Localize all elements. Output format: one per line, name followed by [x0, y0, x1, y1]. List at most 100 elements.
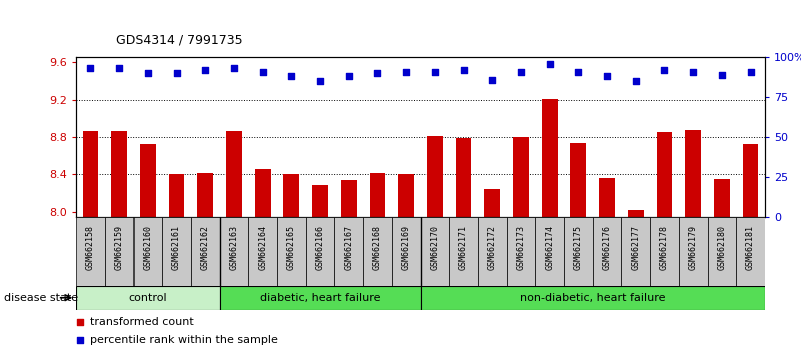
- Point: [285, 74, 298, 79]
- Text: GSM662171: GSM662171: [459, 225, 468, 270]
- Bar: [628, 210, 644, 217]
- Bar: [341, 180, 356, 217]
- Bar: [392, 217, 421, 286]
- Bar: [485, 189, 500, 217]
- Text: diabetic, heart failure: diabetic, heart failure: [260, 293, 380, 303]
- Bar: [714, 179, 730, 217]
- Bar: [284, 173, 300, 217]
- Point: [486, 77, 499, 82]
- Text: GSM662159: GSM662159: [115, 225, 123, 270]
- Point: [113, 65, 126, 71]
- Bar: [248, 217, 277, 286]
- Bar: [535, 217, 564, 286]
- Text: GSM662166: GSM662166: [316, 225, 324, 270]
- Bar: [478, 217, 506, 286]
- Bar: [83, 131, 99, 217]
- Point: [658, 67, 671, 73]
- Bar: [599, 178, 615, 217]
- Bar: [219, 286, 421, 310]
- Point: [142, 70, 155, 76]
- Bar: [743, 144, 759, 217]
- Text: GSM662164: GSM662164: [258, 225, 268, 270]
- Bar: [105, 217, 134, 286]
- Point: [601, 74, 614, 79]
- Bar: [686, 130, 701, 217]
- Bar: [111, 131, 127, 217]
- Text: GSM662172: GSM662172: [488, 225, 497, 270]
- Bar: [226, 131, 242, 217]
- Bar: [570, 143, 586, 217]
- Point: [371, 70, 384, 76]
- Bar: [191, 217, 219, 286]
- Point: [572, 69, 585, 74]
- Bar: [162, 217, 191, 286]
- Bar: [363, 217, 392, 286]
- Point: [514, 69, 527, 74]
- Bar: [513, 137, 529, 217]
- Bar: [134, 217, 162, 286]
- Text: GSM662170: GSM662170: [430, 225, 440, 270]
- Text: GSM662175: GSM662175: [574, 225, 583, 270]
- Bar: [506, 217, 535, 286]
- Text: GSM662168: GSM662168: [373, 225, 382, 270]
- Text: GSM662163: GSM662163: [229, 225, 239, 270]
- Point: [543, 61, 556, 67]
- Text: GSM662173: GSM662173: [517, 225, 525, 270]
- Bar: [449, 217, 478, 286]
- Point: [227, 65, 240, 71]
- Text: GSM662181: GSM662181: [746, 225, 755, 270]
- Text: GSM662162: GSM662162: [201, 225, 210, 270]
- Bar: [306, 217, 334, 286]
- Bar: [140, 144, 155, 217]
- Bar: [312, 185, 328, 217]
- Text: GSM662169: GSM662169: [401, 225, 411, 270]
- Bar: [593, 217, 622, 286]
- Bar: [255, 169, 271, 217]
- Text: GSM662180: GSM662180: [718, 225, 727, 270]
- Text: disease state: disease state: [4, 293, 78, 303]
- Text: GSM662174: GSM662174: [545, 225, 554, 270]
- Point: [73, 337, 86, 343]
- Point: [342, 74, 355, 79]
- Bar: [76, 217, 105, 286]
- Bar: [650, 217, 678, 286]
- Bar: [197, 173, 213, 217]
- Bar: [369, 173, 385, 217]
- Point: [84, 65, 97, 71]
- Point: [686, 69, 699, 74]
- Text: GSM662178: GSM662178: [660, 225, 669, 270]
- Point: [256, 69, 269, 74]
- Text: GSM662167: GSM662167: [344, 225, 353, 270]
- Bar: [707, 217, 736, 286]
- Text: GSM662177: GSM662177: [631, 225, 640, 270]
- Bar: [657, 132, 672, 217]
- Point: [199, 67, 211, 73]
- Text: GDS4314 / 7991735: GDS4314 / 7991735: [116, 34, 243, 47]
- Text: GSM662176: GSM662176: [602, 225, 612, 270]
- Point: [457, 67, 470, 73]
- Point: [715, 72, 728, 78]
- Bar: [678, 217, 707, 286]
- Bar: [421, 217, 449, 286]
- Bar: [421, 286, 765, 310]
- Text: GSM662165: GSM662165: [287, 225, 296, 270]
- Text: control: control: [128, 293, 167, 303]
- Bar: [622, 217, 650, 286]
- Bar: [219, 217, 248, 286]
- Text: non-diabetic, heart failure: non-diabetic, heart failure: [520, 293, 666, 303]
- Bar: [456, 138, 472, 217]
- Text: GSM662160: GSM662160: [143, 225, 152, 270]
- Bar: [564, 217, 593, 286]
- Point: [744, 69, 757, 74]
- Bar: [541, 98, 557, 217]
- Bar: [334, 217, 363, 286]
- Bar: [398, 173, 414, 217]
- Point: [400, 69, 413, 74]
- Text: percentile rank within the sample: percentile rank within the sample: [90, 335, 278, 345]
- Point: [429, 69, 441, 74]
- Text: GSM662158: GSM662158: [86, 225, 95, 270]
- Bar: [277, 217, 306, 286]
- Point: [73, 319, 86, 325]
- Point: [630, 78, 642, 84]
- Text: transformed count: transformed count: [90, 317, 194, 327]
